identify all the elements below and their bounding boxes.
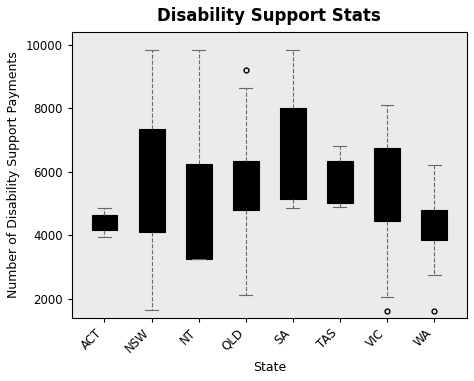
Title: Disability Support Stats: Disability Support Stats xyxy=(157,7,381,25)
PathPatch shape xyxy=(374,148,400,221)
PathPatch shape xyxy=(421,210,447,240)
PathPatch shape xyxy=(327,160,353,203)
Y-axis label: Number of Disability Support Payments: Number of Disability Support Payments xyxy=(7,51,20,298)
PathPatch shape xyxy=(186,164,211,259)
PathPatch shape xyxy=(233,160,259,210)
X-axis label: State: State xyxy=(253,361,286,374)
PathPatch shape xyxy=(91,215,118,231)
PathPatch shape xyxy=(138,129,164,232)
PathPatch shape xyxy=(280,108,306,199)
